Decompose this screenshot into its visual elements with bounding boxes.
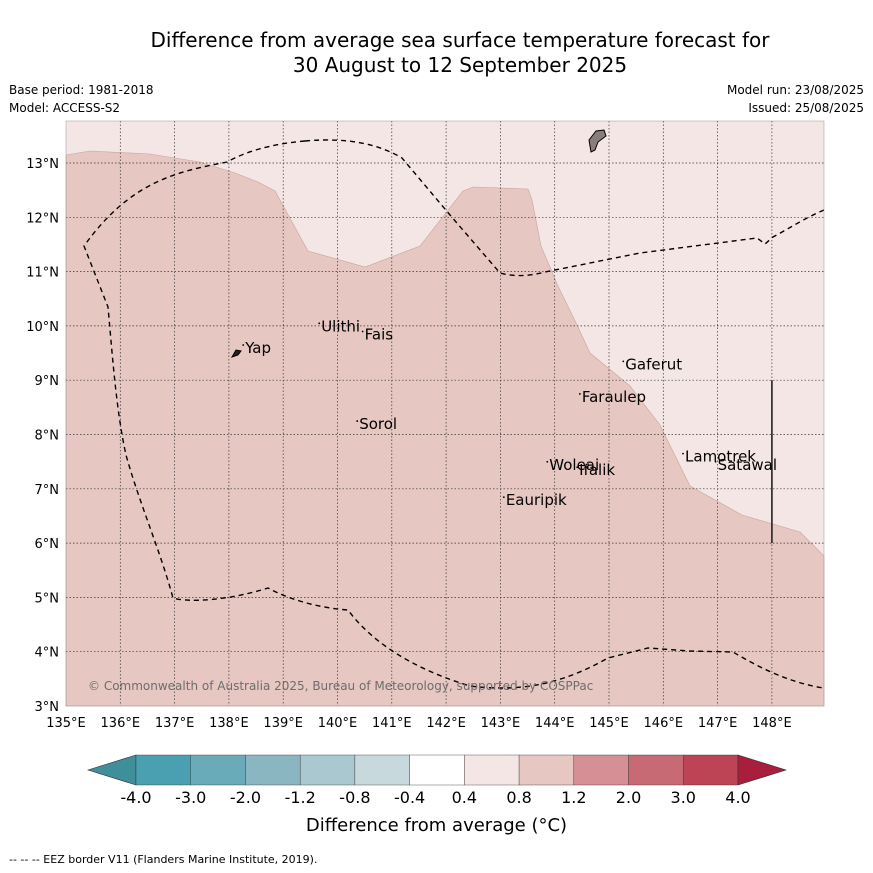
colorbar-low-arrow [86, 754, 137, 786]
meta-left: Base period: 1981-2018 Model: ACCESS-S2 [9, 81, 154, 117]
base-period: Base period: 1981-2018 [9, 83, 154, 97]
place-marker [576, 466, 579, 469]
place-label: Woleai [549, 456, 599, 474]
lon-tick-label: 140°E [318, 716, 358, 731]
lat-tick-label: 11°N [26, 266, 59, 281]
lat-tick-label: 6°N [35, 537, 60, 552]
lon-tick-label: 146°E [644, 716, 684, 731]
eez-footnote: -- -- -- EEZ border V11 (Flanders Marine… [9, 853, 318, 866]
lat-tick-label: 5°N [35, 591, 60, 606]
place-marker [356, 420, 359, 422]
place-label: Ifalik [579, 461, 615, 479]
colorbar-segment [190, 754, 246, 786]
place-label: Lamotrek [685, 448, 756, 466]
title-line-1: Difference from average sea surface temp… [150, 28, 770, 52]
eez-border [83, 139, 825, 689]
colorbar-title: Difference from average (°C) [305, 815, 568, 836]
lon-tick-label: 137°E [155, 716, 195, 731]
model-run: Model run: 23/08/2025 [726, 83, 864, 97]
map-frame [65, 120, 825, 707]
lon-tick-label: 148°E [752, 716, 792, 731]
place-label: Satawal [718, 456, 777, 474]
colorbar-segment [518, 754, 575, 786]
place-marker [242, 344, 245, 346]
place-label: Fais [365, 325, 394, 343]
place-marker [318, 322, 321, 325]
colorbar-tick-label: 2.0 [615, 788, 642, 807]
lat-tick-label: 13°N [26, 157, 59, 172]
lon-tick-label: 145°E [589, 716, 629, 731]
colorbar-segment [354, 754, 410, 786]
copyright-text: © Commonwealth of Australia 2025, Bureau… [88, 679, 593, 693]
lon-tick-label: 139°E [263, 716, 303, 731]
colorbar-segment [464, 754, 520, 786]
colorbar-segment [299, 754, 356, 786]
place-label: Eauripik [506, 491, 567, 509]
colorbar-segment [573, 754, 629, 786]
place-marker [622, 360, 625, 363]
lon-tick-label: 136°E [101, 716, 141, 731]
lon-tick-label: 142°E [426, 716, 466, 731]
colorbar-segment [135, 754, 191, 786]
place-label: Gaferut [625, 355, 682, 373]
lon-tick-label: 147°E [698, 716, 738, 731]
lat-tick-label: 8°N [35, 429, 60, 444]
meta-right: Model run: 23/08/2025 Issued: 25/08/2025 [727, 81, 864, 117]
colorbar-tick-label: -4.0 [120, 788, 152, 807]
guam-island [588, 129, 607, 153]
colorbar-tick-label: -2.0 [229, 788, 262, 807]
place-marker [361, 330, 364, 333]
place-label: Ulithi [321, 317, 360, 335]
place-marker [502, 496, 505, 498]
lon-tick-label: 141°E [372, 716, 412, 731]
colorbar-segment [245, 754, 301, 786]
colorbar-tick-label: 4.0 [725, 788, 751, 807]
colorbar-tick-label: 0.8 [506, 788, 532, 807]
colorbar-tick-label: -1.2 [284, 788, 316, 807]
colorbar-tick-label: -0.4 [394, 788, 426, 807]
lat-tick-label: 3°N [35, 700, 60, 715]
lon-tick-label: 143°E [481, 716, 521, 731]
lat-tick-label: 4°N [35, 646, 60, 661]
lon-tick-label: 135°E [46, 716, 86, 731]
yap-island [230, 349, 242, 358]
colorbar-tick-label: 0.4 [451, 788, 478, 807]
lon-tick-label: 144°E [535, 716, 575, 731]
place-label: Sorol [359, 415, 397, 433]
issued-date: Issued: 25/08/2025 [748, 101, 864, 115]
chart-title: Difference from average sea surface temp… [60, 28, 860, 78]
lon-tick-label: 138°E [209, 716, 249, 731]
model-name: Model: ACCESS-S2 [9, 101, 121, 115]
lat-tick-label: 7°N [35, 483, 60, 498]
title-line-2: 30 August to 12 September 2025 [292, 53, 628, 77]
colorbar-segment [409, 754, 465, 786]
place-marker [714, 460, 717, 463]
map-area: 135°E 136°E 137°E 138°E 139°E 140°E 141°E 142°E… [26, 120, 825, 731]
place-marker [546, 460, 549, 463]
anomaly-region-high [65, 150, 825, 707]
lat-tick-label: 9°N [35, 374, 60, 389]
colorbar-segment [628, 754, 684, 786]
colorbar-tick-label: -3.0 [175, 788, 207, 807]
colorbar [86, 754, 788, 786]
lat-tick-label: 10°N [26, 320, 59, 335]
colorbar-tick-label: -0.8 [339, 788, 371, 807]
colorbar-high-arrow [737, 754, 788, 786]
colorbar-tick-label: 1.2 [561, 788, 587, 807]
colorbar-segment [683, 754, 739, 786]
lat-tick-label: 12°N [26, 211, 59, 226]
place-marker [682, 452, 684, 455]
place-label: Faraulep [582, 388, 646, 406]
place-label: Yap [244, 339, 271, 357]
place-marker [578, 393, 581, 395]
colorbar-tick-label: 3.0 [670, 788, 696, 807]
